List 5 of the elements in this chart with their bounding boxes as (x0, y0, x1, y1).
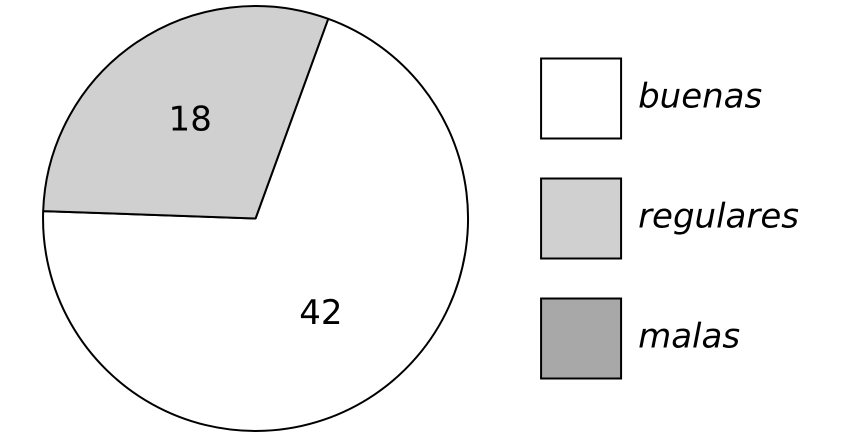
data-label: 42 (299, 293, 343, 334)
legend-label: malas (638, 316, 740, 356)
data-label: 18 (168, 99, 212, 140)
legend-label: regulares (638, 196, 800, 236)
legend-label: buenas (638, 76, 762, 116)
